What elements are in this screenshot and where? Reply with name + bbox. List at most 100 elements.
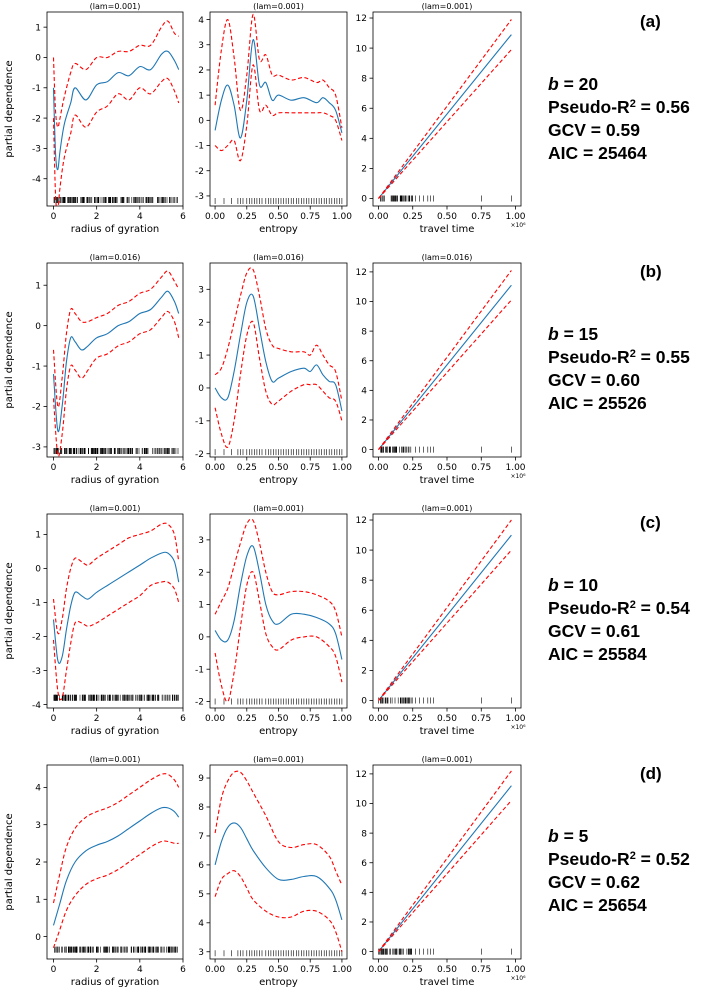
x-axis-label: entropy — [259, 224, 298, 235]
x-tick-label: 0.00 — [368, 965, 388, 975]
rug — [53, 946, 178, 953]
y-tick-label: 5 — [198, 890, 204, 900]
pseudo-r2-label: Pseudo-R — [548, 97, 630, 117]
series-lower — [378, 549, 512, 701]
bandwidth-line: b = 20 — [548, 73, 690, 96]
rug — [378, 948, 512, 955]
x-tick-label: 0.75 — [300, 965, 320, 975]
y-tick-label: 3 — [198, 41, 204, 51]
x-axis-label: radius of gyration — [71, 726, 160, 737]
x-tick-label: 0.00 — [368, 714, 388, 724]
panel-letter-b: (b) — [640, 262, 662, 281]
bandwidth-value: = 20 — [563, 74, 599, 94]
panel-title: (lam=0.001) — [90, 755, 141, 764]
rug — [214, 698, 343, 705]
axes-frame — [209, 11, 348, 207]
y-tick-label: 6 — [198, 861, 204, 871]
series-upper — [52, 20, 180, 128]
y-tick-label: 12 — [356, 268, 367, 278]
series-mean — [378, 785, 512, 952]
y-tick-label: -2 — [195, 450, 204, 460]
y-axis-label: partial dependence — [4, 562, 15, 659]
x-axis-label: entropy — [259, 475, 298, 486]
panel-letter-d: (d) — [640, 764, 662, 783]
series-upper — [378, 19, 512, 199]
x-tick-label: 0 — [51, 965, 57, 975]
bandwidth-symbol: b — [548, 575, 559, 595]
y-tick-label: 8 — [361, 829, 367, 839]
y-tick-label: -2 — [32, 403, 41, 413]
series-upper — [52, 522, 180, 635]
x-tick-label: 0.00 — [205, 714, 225, 724]
x-tick-label: 6 — [180, 463, 186, 473]
pseudo-r2-label: Pseudo-R — [548, 849, 630, 869]
x-tick-label: 0.50 — [268, 212, 288, 222]
y-tick-label: 2 — [361, 165, 367, 175]
y-tick-label: 10 — [356, 800, 368, 810]
series-lower — [378, 800, 512, 952]
y-tick-label: 3 — [198, 286, 204, 296]
x-tick-label: 0.75 — [300, 714, 320, 724]
y-tick-label: 1 — [35, 23, 41, 33]
x-tick-label: 1.00 — [332, 714, 352, 724]
series-lower — [378, 299, 512, 450]
rug — [379, 195, 512, 202]
y-tick-label: 10 — [356, 44, 368, 54]
series-mean — [52, 806, 180, 926]
series-upper — [214, 267, 343, 402]
y-tick-label: -1 — [32, 84, 41, 94]
y-tick-label: 1 — [35, 531, 41, 541]
x-tick-label: 0.00 — [368, 463, 388, 473]
series-mean — [378, 284, 512, 450]
x-tick-label: 0.75 — [471, 212, 491, 222]
y-tick-label: -3 — [32, 145, 41, 155]
series-mean — [52, 290, 180, 433]
y-tick-label: 2 — [361, 667, 367, 677]
axes-frame — [46, 764, 184, 960]
rug — [53, 196, 178, 203]
bandwidth-symbol: b — [548, 74, 559, 94]
panel-title: (lam=0.016) — [90, 253, 141, 262]
pseudo-r2-sup: 2 — [629, 348, 636, 360]
pseudo-r2-value: = 0.54 — [635, 598, 690, 618]
panel-b1: (lam=0.016) 0 2 4 6 -3 -2 -1 0 1 radius of gyratio… — [32, 253, 186, 486]
gcv-line: GCV = 0.61 — [548, 621, 640, 641]
x-axis-label: travel time — [420, 224, 475, 235]
y-tick-label: -1 — [195, 417, 204, 427]
series-upper — [214, 13, 343, 128]
stats-block-c: b = 10 Pseudo-R2 = 0.54 GCV = 0.61 AIC =… — [548, 574, 690, 666]
x-offset-text: ×10⁶ — [510, 724, 526, 731]
y-tick-label: 0 — [198, 384, 204, 394]
pseudo-r2-label: Pseudo-R — [548, 347, 630, 367]
series-mean — [52, 551, 180, 664]
panel-title: (lam=0.001) — [90, 504, 141, 513]
y-tick-label: -2 — [195, 167, 204, 177]
axes-frame — [46, 11, 184, 207]
series-mean — [52, 50, 180, 171]
y-tick-label: 2 — [35, 858, 41, 868]
y-tick-label: -3 — [32, 667, 41, 677]
bandwidth-value: = 5 — [563, 826, 589, 846]
y-tick-label: -1 — [32, 599, 41, 609]
x-tick-label: 6 — [180, 714, 186, 724]
pseudo-r2-sup: 2 — [629, 599, 636, 611]
y-tick-label: 0 — [35, 933, 41, 943]
y-tick-label: 2 — [198, 66, 204, 76]
series-lower — [52, 840, 179, 948]
panel-d1: (lam=0.001) 0 2 4 6 0 1 2 3 4 radius of gyration — [35, 755, 186, 988]
x-tick-label: 0.25 — [403, 965, 423, 975]
rug — [214, 449, 343, 456]
panel-title: (lam=0.001) — [90, 2, 141, 11]
x-tick-label: 0.50 — [268, 714, 288, 724]
x-axis-label: travel time — [420, 726, 475, 737]
panel-b2: (lam=0.016) 0.00 0.25 0.50 0.75 1.00 -2 -1 0 1 2 3 e… — [195, 253, 352, 486]
aic-line: AIC = 25526 — [548, 393, 647, 413]
y-tick-label: 4 — [35, 784, 41, 794]
panel-title: (lam=0.001) — [253, 2, 304, 11]
y-tick-label: -1 — [195, 665, 204, 675]
x-tick-label: 0 — [51, 714, 57, 724]
stats-block-d: b = 5 Pseudo-R2 = 0.52 GCV = 0.62 AIC = … — [548, 825, 690, 917]
aic-line: AIC = 25584 — [548, 644, 647, 664]
y-tick-label: 1 — [198, 91, 204, 101]
rug — [53, 694, 179, 701]
